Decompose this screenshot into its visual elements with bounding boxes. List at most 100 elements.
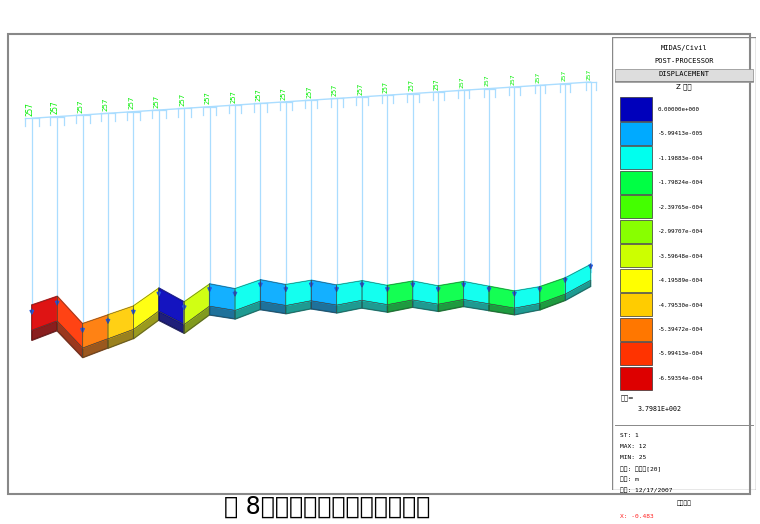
Polygon shape: [83, 339, 108, 358]
Polygon shape: [32, 321, 57, 341]
Polygon shape: [83, 315, 108, 348]
Bar: [620, 269, 652, 292]
Polygon shape: [489, 286, 515, 308]
Bar: [620, 146, 652, 169]
Text: 257: 257: [332, 84, 337, 96]
Polygon shape: [489, 304, 515, 315]
Text: 257: 257: [561, 70, 566, 81]
Polygon shape: [235, 280, 261, 311]
Polygon shape: [362, 281, 388, 304]
Polygon shape: [235, 301, 261, 319]
Text: 图 8、一次分配梁工况一挠度图: 图 8、一次分配梁工况一挠度图: [223, 495, 430, 519]
Polygon shape: [388, 281, 413, 305]
Text: 257: 257: [255, 89, 261, 101]
Polygon shape: [337, 281, 362, 305]
Text: 257: 257: [433, 78, 439, 90]
Text: ST: 1: ST: 1: [620, 433, 639, 438]
Bar: [620, 367, 652, 390]
Bar: [620, 220, 652, 243]
Polygon shape: [413, 281, 439, 304]
Text: 0.00000e+000: 0.00000e+000: [658, 107, 700, 112]
Polygon shape: [311, 301, 337, 313]
Text: 257: 257: [536, 72, 541, 83]
Text: DISPLACEMENT: DISPLACEMENT: [658, 71, 710, 77]
Bar: [620, 195, 652, 219]
Text: 257: 257: [510, 73, 515, 85]
Polygon shape: [439, 281, 464, 304]
Text: -4.19589e-004: -4.19589e-004: [658, 278, 704, 283]
Text: MIDAS/Civil: MIDAS/Civil: [660, 45, 708, 51]
Polygon shape: [565, 265, 591, 294]
Text: 257: 257: [460, 77, 464, 88]
Polygon shape: [337, 300, 362, 313]
Polygon shape: [464, 281, 489, 304]
Text: 257: 257: [78, 99, 84, 113]
Polygon shape: [565, 280, 591, 300]
Polygon shape: [515, 303, 540, 315]
Bar: [8, 34, 750, 494]
Polygon shape: [439, 300, 464, 311]
Text: 观察方向: 观察方向: [676, 501, 692, 506]
Polygon shape: [57, 321, 83, 357]
Text: 257: 257: [587, 69, 591, 80]
Polygon shape: [540, 278, 565, 303]
Text: -1.79824e-004: -1.79824e-004: [658, 180, 704, 185]
Polygon shape: [261, 301, 286, 314]
Polygon shape: [108, 306, 134, 339]
Bar: [615, 69, 753, 82]
Polygon shape: [261, 280, 286, 305]
Polygon shape: [413, 300, 439, 311]
Polygon shape: [210, 284, 235, 310]
Polygon shape: [286, 301, 311, 314]
Polygon shape: [388, 300, 413, 312]
Polygon shape: [184, 284, 210, 324]
Polygon shape: [134, 288, 159, 330]
Bar: [620, 97, 652, 121]
Text: Z 方向: Z 方向: [676, 84, 692, 91]
Text: 257: 257: [230, 90, 236, 103]
Polygon shape: [159, 288, 184, 324]
Text: -2.39765e-004: -2.39765e-004: [658, 204, 704, 210]
Polygon shape: [32, 297, 57, 331]
Polygon shape: [159, 311, 184, 333]
Text: MAX: 12: MAX: 12: [620, 444, 647, 449]
Text: -5.39472e-004: -5.39472e-004: [658, 327, 704, 332]
Polygon shape: [184, 306, 210, 333]
Text: 257: 257: [357, 82, 363, 94]
Polygon shape: [57, 296, 83, 348]
Text: -2.99707e-004: -2.99707e-004: [658, 229, 704, 234]
Text: 257: 257: [383, 81, 388, 93]
Text: 257: 257: [179, 93, 185, 106]
Polygon shape: [311, 280, 337, 305]
Bar: [620, 318, 652, 341]
Text: 257: 257: [128, 96, 135, 110]
Text: 257: 257: [204, 92, 211, 104]
Text: -5.99413e-005: -5.99413e-005: [658, 131, 704, 136]
Text: 文件: 钢材组[20]: 文件: 钢材组[20]: [620, 466, 662, 472]
Text: X: -0.483: X: -0.483: [620, 514, 654, 519]
Text: -3.59648e-004: -3.59648e-004: [658, 254, 704, 258]
Text: 257: 257: [306, 85, 312, 98]
Bar: [620, 342, 652, 365]
Text: 257: 257: [408, 79, 414, 91]
Polygon shape: [210, 306, 235, 319]
Text: 3.7981E+002: 3.7981E+002: [638, 406, 682, 412]
Text: 257: 257: [154, 95, 160, 108]
Bar: [620, 244, 652, 267]
Text: POST-PROCESSOR: POST-PROCESSOR: [654, 58, 714, 64]
Polygon shape: [515, 287, 540, 308]
Bar: [620, 171, 652, 194]
Text: 257: 257: [50, 101, 59, 114]
Text: -5.99413e-004: -5.99413e-004: [658, 352, 704, 356]
Polygon shape: [108, 330, 134, 348]
Text: 257: 257: [25, 102, 34, 116]
Text: 日期: 12/17/2007: 日期: 12/17/2007: [620, 488, 673, 493]
Text: -1.19883e-004: -1.19883e-004: [658, 156, 704, 161]
Polygon shape: [540, 294, 565, 310]
Bar: [620, 293, 652, 316]
Polygon shape: [286, 280, 311, 305]
Text: 257: 257: [281, 87, 287, 100]
Polygon shape: [464, 300, 489, 311]
Polygon shape: [362, 300, 388, 312]
Text: 单位: m: 单位: m: [620, 477, 639, 483]
